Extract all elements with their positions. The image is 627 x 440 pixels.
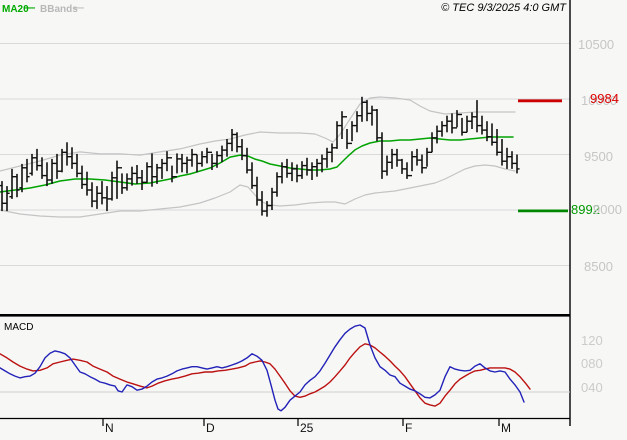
copyright-stamp: © TEC 9/3/2025 4:0 GMT bbox=[441, 2, 566, 14]
legend-bbands-swatch: — bbox=[73, 2, 84, 14]
x-axis-label-december: D bbox=[206, 421, 215, 435]
price-axis-label-9500: 9500 bbox=[584, 149, 613, 164]
price-axis-label-9000: 9000 bbox=[593, 202, 622, 217]
support-level-label: 8992 bbox=[571, 202, 600, 217]
macd-axis-label-040: 040 bbox=[581, 380, 603, 395]
legend-ma20-label: MA20 bbox=[2, 4, 29, 15]
price-axis-label-8500: 8500 bbox=[584, 259, 613, 274]
macd-panel-title: MACD bbox=[4, 322, 34, 333]
x-axis-label-february: F bbox=[405, 421, 413, 435]
resistance-level-label: 9984 bbox=[590, 91, 619, 106]
price-axis-label-10500: 10500 bbox=[578, 37, 615, 52]
x-axis-label-november: N bbox=[105, 421, 114, 435]
macd-axis-label-120: 120 bbox=[581, 333, 603, 348]
legend-ma20-swatch: — bbox=[24, 2, 35, 14]
macd-axis-label-080: 080 bbox=[581, 356, 603, 371]
price-axis-label-10000: 10000 bbox=[581, 93, 618, 108]
x-axis-label-march: M bbox=[501, 421, 511, 435]
legend-bbands-label: BBands bbox=[40, 4, 78, 15]
x-axis-label-2025: 25 bbox=[300, 421, 314, 435]
